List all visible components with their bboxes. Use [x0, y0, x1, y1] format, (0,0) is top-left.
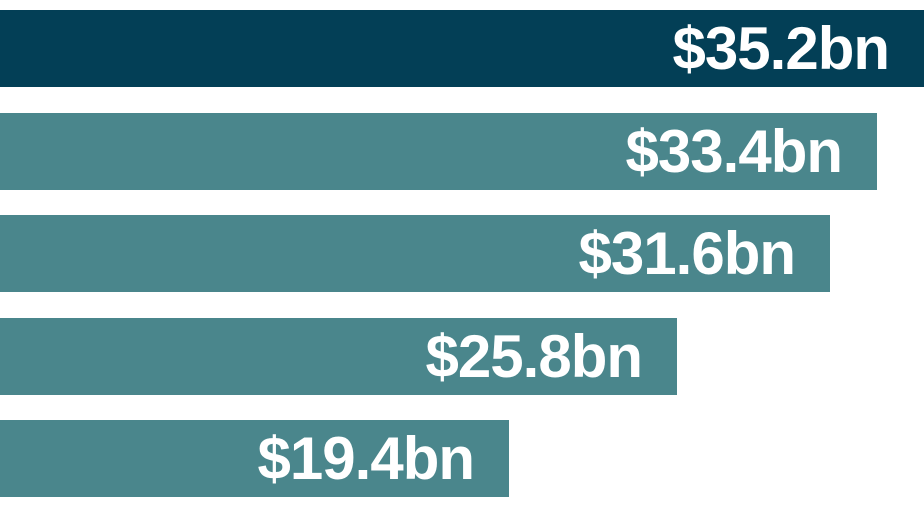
bar-value-label: $35.2bn [672, 14, 890, 82]
bar-5: $19.4bn [0, 420, 509, 497]
bar-value-label: $33.4bn [625, 117, 843, 185]
bar-value-label: $19.4bn [257, 424, 475, 492]
bar-1: $35.2bn [0, 10, 924, 87]
bar-2: $33.4bn [0, 113, 877, 190]
bar-3: $31.6bn [0, 215, 830, 292]
bar-value-label: $31.6bn [578, 219, 796, 287]
bar-4: $25.8bn [0, 318, 677, 395]
bar-value-label: $25.8bn [425, 322, 643, 390]
